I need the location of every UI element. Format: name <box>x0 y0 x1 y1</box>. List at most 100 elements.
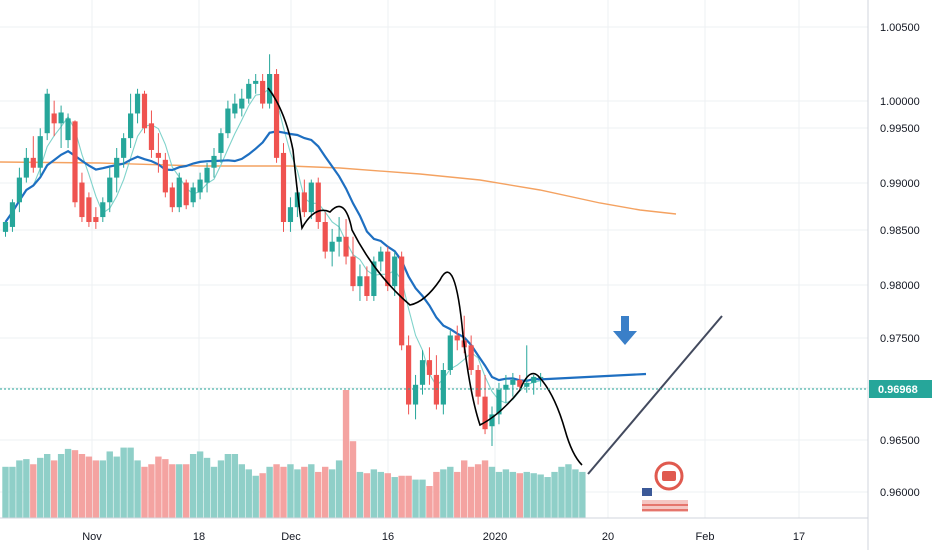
candle-body <box>468 345 474 370</box>
volume-bar <box>106 451 113 518</box>
y-tick-label: 0.97500 <box>880 333 920 345</box>
volume-bar <box>412 479 419 518</box>
candle-body <box>329 241 335 252</box>
volume-bar <box>245 469 252 518</box>
candle-body <box>357 276 363 287</box>
candle-body <box>51 113 57 124</box>
volume-bar <box>572 469 579 518</box>
candle-body <box>162 159 168 193</box>
volume-bar <box>162 459 169 518</box>
candle-body <box>9 202 16 227</box>
candle-body <box>218 133 224 153</box>
candle-body <box>232 103 238 114</box>
volume-bar <box>238 464 245 518</box>
candle-body <box>447 335 453 370</box>
volume-bar <box>342 390 350 518</box>
volume-bar <box>294 469 301 518</box>
candle-body <box>406 345 412 405</box>
volume-bar <box>176 464 183 518</box>
volume-bar <box>23 459 30 518</box>
candle-body <box>440 370 446 405</box>
x-tick-label: 18 <box>193 531 205 543</box>
trend-line <box>587 315 723 475</box>
volume-bar <box>224 454 232 518</box>
volume-bar <box>92 460 100 518</box>
candle-body <box>385 251 391 287</box>
volume-bar <box>363 473 371 518</box>
candle-body <box>128 113 134 139</box>
candle-body <box>204 167 210 183</box>
volume-bar <box>217 460 225 518</box>
x-tick-label: Feb <box>696 531 715 543</box>
x-tick-label: 17 <box>793 531 805 543</box>
candle-body <box>364 276 370 296</box>
y-tick-label: 1.00000 <box>880 96 920 108</box>
candle-body <box>183 182 189 206</box>
volume-bar <box>322 466 329 518</box>
candle-body <box>322 222 328 252</box>
volume-bar <box>57 454 65 518</box>
candle-body <box>517 379 523 387</box>
volume-bar <box>71 450 79 518</box>
volume-bar <box>259 473 266 518</box>
volume-bar <box>384 473 391 518</box>
candle-body <box>287 207 294 222</box>
volume-bar <box>405 475 412 518</box>
volume-bar <box>481 460 489 518</box>
candle-body <box>44 93 50 134</box>
volume-bar <box>301 466 308 518</box>
volume-bar <box>280 466 287 518</box>
watermark-flag-canton <box>642 488 652 496</box>
y-tick-label: 0.96000 <box>880 487 920 499</box>
candle-body <box>392 256 398 287</box>
candle-body <box>496 389 502 415</box>
volume-bar <box>419 479 426 518</box>
volume-bar <box>16 460 23 518</box>
volume-bar <box>120 447 127 518</box>
volume-bars <box>2 390 586 518</box>
volume-bar <box>9 466 16 518</box>
volume-bar <box>196 451 204 518</box>
candle-body <box>100 202 106 218</box>
watermark <box>642 461 688 512</box>
candle-body <box>503 384 509 390</box>
volume-bar <box>551 471 558 518</box>
volume-bar <box>523 471 530 518</box>
volume-bar <box>579 471 586 518</box>
candle-body <box>482 396 488 430</box>
candle-body <box>37 136 43 168</box>
candle-body <box>211 155 217 168</box>
x-tick-label: Dec <box>281 531 301 543</box>
candle-body <box>197 179 203 193</box>
current-price-label: 0.96968 <box>878 384 918 396</box>
volume-bar <box>447 466 454 518</box>
volume-bar <box>454 471 461 518</box>
candle-body <box>510 379 516 385</box>
y-tick-label: 0.99000 <box>880 178 920 190</box>
volume-bar <box>203 457 211 518</box>
volume-bar <box>537 474 544 518</box>
candle-body <box>141 93 148 129</box>
candle-body <box>301 192 307 213</box>
candle-body <box>433 374 439 405</box>
volume-bar <box>210 466 218 518</box>
volume-bar <box>44 454 51 518</box>
volume-bar <box>391 477 398 518</box>
volume-bar <box>474 464 482 518</box>
y-tick-label: 0.98000 <box>880 280 920 292</box>
candle-body <box>190 187 196 203</box>
volume-bar <box>127 447 134 518</box>
candle-body <box>30 157 36 168</box>
candle-body <box>260 80 266 104</box>
y-tick-label: 0.99500 <box>880 123 920 135</box>
volume-bar <box>467 466 475 518</box>
y-tick-label: 0.96500 <box>880 435 920 447</box>
candle-body <box>239 98 245 109</box>
candle-body <box>489 414 495 427</box>
down-arrow-icon <box>613 316 637 345</box>
x-tick-label: 20 <box>602 531 614 543</box>
volume-bar <box>50 460 58 518</box>
volume-bar <box>349 441 357 518</box>
